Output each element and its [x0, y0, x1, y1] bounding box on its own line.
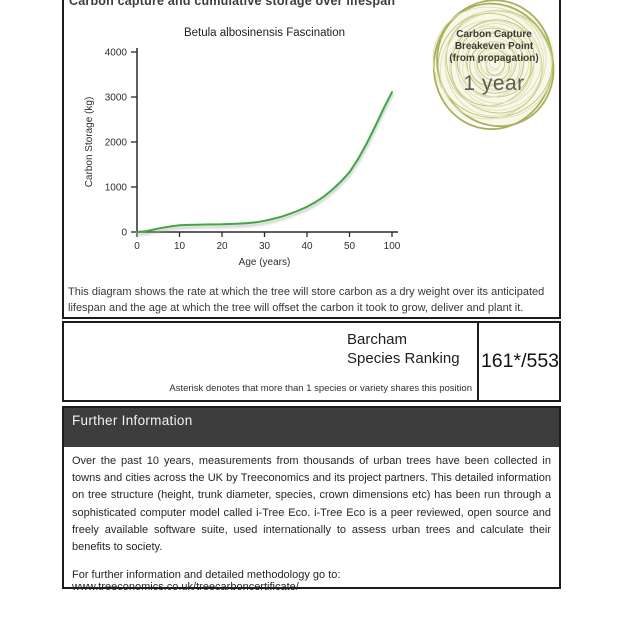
svg-text:3000: 3000 [105, 93, 128, 104]
ranking-label-line1: Barcham [347, 331, 408, 348]
line-chart-svg: Betula albosinensis Fascination010002000… [84, 27, 401, 268]
further-information-header-bar: Further Information [64, 408, 559, 447]
svg-text:1000: 1000 [105, 183, 128, 194]
svg-text:50: 50 [344, 241, 356, 252]
further-information-box: Further Information Over the past 10 yea… [62, 406, 561, 593]
ranking-divider [477, 321, 479, 402]
section-header: Carbon capture and cumulative storage ov… [69, 0, 396, 8]
breakeven-value: 1 year [463, 72, 525, 95]
svg-text:Betula albosinensis Fascinatio: Betula albosinensis Fascination [184, 27, 345, 39]
ranking-label: Barcham Species Ranking [347, 330, 460, 368]
info-paragraph: Over the past 10 years, measurements fro… [72, 455, 551, 554]
svg-text:0: 0 [134, 241, 140, 252]
svg-text:20: 20 [216, 241, 228, 252]
badge-title-line2: Breakeven Point [454, 41, 534, 52]
badge-title-line3: (from propagation) [449, 53, 539, 64]
svg-text:2000: 2000 [105, 138, 128, 149]
svg-text:Age (years): Age (years) [239, 257, 291, 268]
ranking-footnote: Asterisk denotes that more than 1 specie… [169, 383, 472, 394]
carbon-storage-chart: Betula albosinensis Fascination 0 1000 2000… [62, 10, 512, 278]
breakeven-badge: Carbon Capture Breakeven Point (from pro… [428, 0, 560, 134]
ranking-value: 161*/553 [480, 350, 560, 372]
further-information-body: Over the past 10 years, measurements fro… [72, 453, 551, 593]
svg-text:Carbon Storage (kg): Carbon Storage (kg) [84, 97, 95, 188]
tree-rings-icon [432, 0, 556, 131]
ranking-label-line2: Species Ranking [347, 350, 460, 367]
chart-description: This diagram shows the rate at which the… [68, 286, 545, 314]
svg-text:10: 10 [174, 241, 186, 252]
badge-title-line1: Carbon Capture [456, 29, 532, 40]
svg-text:100: 100 [384, 241, 401, 252]
svg-text:30: 30 [259, 241, 271, 252]
svg-text:0: 0 [121, 228, 127, 239]
info-link-line: For further information and detailed met… [72, 569, 341, 594]
svg-text:4000: 4000 [105, 48, 128, 59]
svg-text:40: 40 [301, 241, 313, 252]
further-information-title: Further Information [72, 413, 193, 428]
